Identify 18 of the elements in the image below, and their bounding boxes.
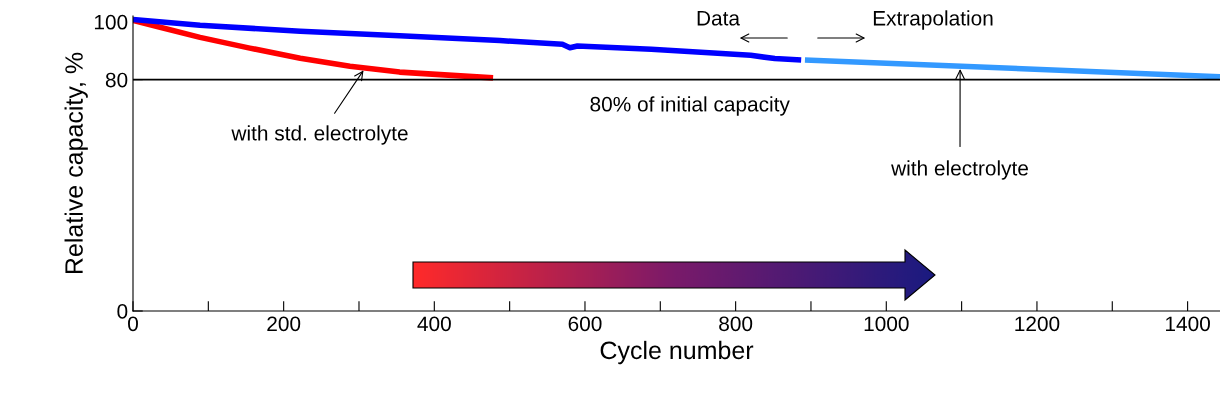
- x-tick-label: 600: [568, 316, 602, 332]
- x-tick-label: 800: [719, 316, 753, 332]
- x-tick-label: 400: [417, 316, 451, 332]
- x-tick-label: 1000: [864, 316, 909, 332]
- y-axis-title: Relative capacity, %: [64, 52, 88, 274]
- x-tick-label: 200: [267, 316, 301, 332]
- annotation: Data: [697, 11, 740, 26]
- annotation: with electrolyte: [891, 160, 1028, 180]
- y-tick-label: 0: [117, 304, 128, 319]
- annotation: Extrapolation: [873, 10, 993, 30]
- x-tick-label: 1400: [1166, 316, 1210, 332]
- annotation: with std. electrolyte: [231, 125, 408, 145]
- x-tick-label: 1200: [1015, 316, 1060, 332]
- y-tick-label: 100: [94, 14, 128, 30]
- x-axis-title: Cycle number: [600, 340, 754, 365]
- ref-line-label: 80% of initial capacity: [590, 96, 790, 116]
- x-tick-label: 0: [128, 316, 138, 332]
- y-tick-label: 80: [105, 72, 128, 88]
